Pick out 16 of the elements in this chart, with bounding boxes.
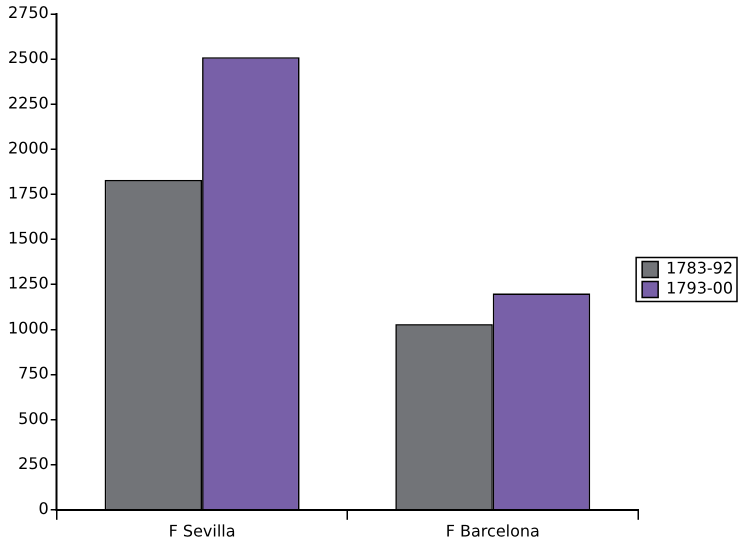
legend-label: 1793-00 <box>666 278 734 298</box>
y-tick-label: 2250 <box>8 93 49 112</box>
y-tick-label: 250 <box>18 454 49 473</box>
x-tick-label: F Barcelona <box>446 522 540 541</box>
y-tick-label: 2750 <box>8 3 49 22</box>
x-tick-label: F Sevilla <box>168 522 236 541</box>
y-tick-label: 1500 <box>8 228 49 248</box>
legend-label: 1783-92 <box>666 258 734 278</box>
y-tick-label: 750 <box>18 364 49 383</box>
y-tick-label: 2500 <box>8 48 49 68</box>
y-tick-label: 500 <box>18 408 49 428</box>
y-tick-label: 0 <box>38 498 49 518</box>
y-tick-label: 1750 <box>8 183 49 202</box>
y-tick-label: 2000 <box>8 138 49 158</box>
y-tick-label: 1000 <box>8 318 49 338</box>
y-tick-label: 1250 <box>8 274 49 293</box>
